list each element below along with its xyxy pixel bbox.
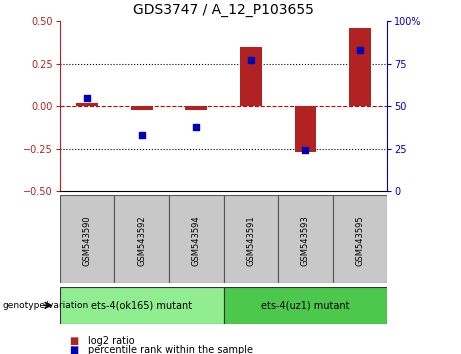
- Point: [356, 47, 364, 53]
- Point: [138, 132, 145, 138]
- Bar: [224, 287, 387, 324]
- Bar: [60, 287, 224, 324]
- Point: [301, 148, 309, 153]
- Text: ■: ■: [69, 336, 78, 346]
- Text: GSM543590: GSM543590: [83, 215, 92, 266]
- Text: GSM543594: GSM543594: [192, 215, 201, 266]
- Text: GSM543595: GSM543595: [355, 215, 365, 266]
- Bar: [60, 195, 114, 283]
- Text: GSM543593: GSM543593: [301, 215, 310, 266]
- Bar: [131, 106, 153, 110]
- Text: percentile rank within the sample: percentile rank within the sample: [88, 346, 253, 354]
- Bar: [76, 103, 98, 106]
- Text: ets-4(uz1) mutant: ets-4(uz1) mutant: [261, 300, 349, 310]
- Bar: [240, 47, 262, 106]
- Bar: [333, 195, 387, 283]
- Text: ■: ■: [69, 346, 78, 354]
- Bar: [169, 195, 224, 283]
- Text: GSM543592: GSM543592: [137, 215, 146, 266]
- Text: log2 ratio: log2 ratio: [88, 336, 134, 346]
- Bar: [278, 195, 333, 283]
- Bar: [185, 106, 207, 110]
- Point: [83, 95, 91, 101]
- Bar: [295, 106, 316, 152]
- Bar: [114, 195, 169, 283]
- Title: GDS3747 / A_12_P103655: GDS3747 / A_12_P103655: [133, 4, 314, 17]
- Text: genotype/variation: genotype/variation: [2, 301, 89, 310]
- Text: GSM543591: GSM543591: [246, 215, 255, 266]
- Text: ets-4(ok165) mutant: ets-4(ok165) mutant: [91, 300, 192, 310]
- Point: [247, 57, 254, 63]
- Point: [193, 124, 200, 130]
- Bar: [349, 28, 371, 106]
- Bar: [224, 195, 278, 283]
